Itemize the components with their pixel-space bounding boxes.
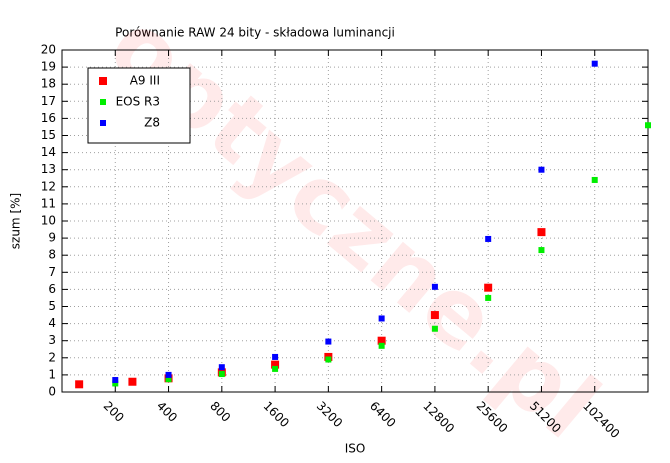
y-tick-label: 8 bbox=[48, 248, 56, 262]
y-tick-label: 6 bbox=[48, 282, 56, 296]
point bbox=[272, 365, 279, 372]
point bbox=[128, 377, 137, 386]
legend-label: A9 III bbox=[130, 74, 160, 88]
point bbox=[645, 122, 651, 129]
point bbox=[112, 377, 119, 384]
point bbox=[271, 360, 280, 369]
x-axis-label: ISO bbox=[345, 442, 366, 456]
y-tick-label: 11 bbox=[41, 196, 56, 210]
point bbox=[484, 283, 493, 292]
y-axis-label: szum [%] bbox=[9, 193, 23, 249]
point bbox=[377, 336, 386, 345]
point bbox=[325, 356, 332, 363]
point bbox=[431, 325, 438, 332]
y-tick-label: 4 bbox=[48, 316, 56, 330]
y-tick-label: 1 bbox=[48, 367, 56, 381]
point bbox=[165, 376, 172, 383]
y-tick-label: 7 bbox=[48, 265, 56, 279]
point bbox=[75, 380, 84, 389]
point bbox=[485, 235, 492, 242]
y-tick-label: 5 bbox=[48, 299, 56, 313]
point bbox=[591, 60, 598, 67]
point bbox=[537, 228, 546, 237]
point bbox=[538, 247, 545, 254]
point bbox=[112, 380, 119, 387]
point bbox=[591, 176, 598, 183]
y-tick-label: 2 bbox=[48, 350, 56, 364]
y-tick-label: 0 bbox=[48, 385, 56, 399]
y-tick-label: 20 bbox=[41, 43, 56, 57]
y-tick-label: 10 bbox=[41, 214, 56, 228]
y-tick-label: 17 bbox=[41, 94, 56, 108]
point bbox=[325, 338, 332, 345]
y-tick-label: 16 bbox=[41, 111, 56, 125]
point bbox=[272, 353, 279, 360]
plot-frame bbox=[61, 49, 649, 393]
point bbox=[378, 342, 385, 349]
y-tick-label: 12 bbox=[41, 179, 56, 193]
legend-marker bbox=[100, 120, 106, 126]
y-tick-label: 15 bbox=[41, 128, 56, 142]
point bbox=[218, 364, 225, 371]
y-tick-label: 3 bbox=[48, 333, 56, 347]
point bbox=[430, 311, 439, 320]
chart-title: Porównanie RAW 24 bity - składowa lumina… bbox=[115, 26, 395, 40]
y-tick-label: 9 bbox=[48, 231, 56, 245]
legend-label: EOS R3 bbox=[116, 95, 160, 109]
y-tick-label: 13 bbox=[41, 162, 56, 176]
legend-marker bbox=[99, 77, 107, 85]
y-tick-label: 18 bbox=[41, 77, 56, 91]
point bbox=[165, 371, 172, 378]
point bbox=[378, 315, 385, 322]
y-tick-label: 19 bbox=[41, 60, 56, 74]
legend-marker bbox=[100, 99, 106, 105]
point bbox=[431, 283, 438, 290]
y-tick-label: 14 bbox=[41, 145, 56, 159]
point bbox=[218, 371, 225, 378]
point bbox=[538, 166, 545, 173]
legend-label: Z8 bbox=[144, 116, 160, 130]
point bbox=[485, 294, 492, 301]
